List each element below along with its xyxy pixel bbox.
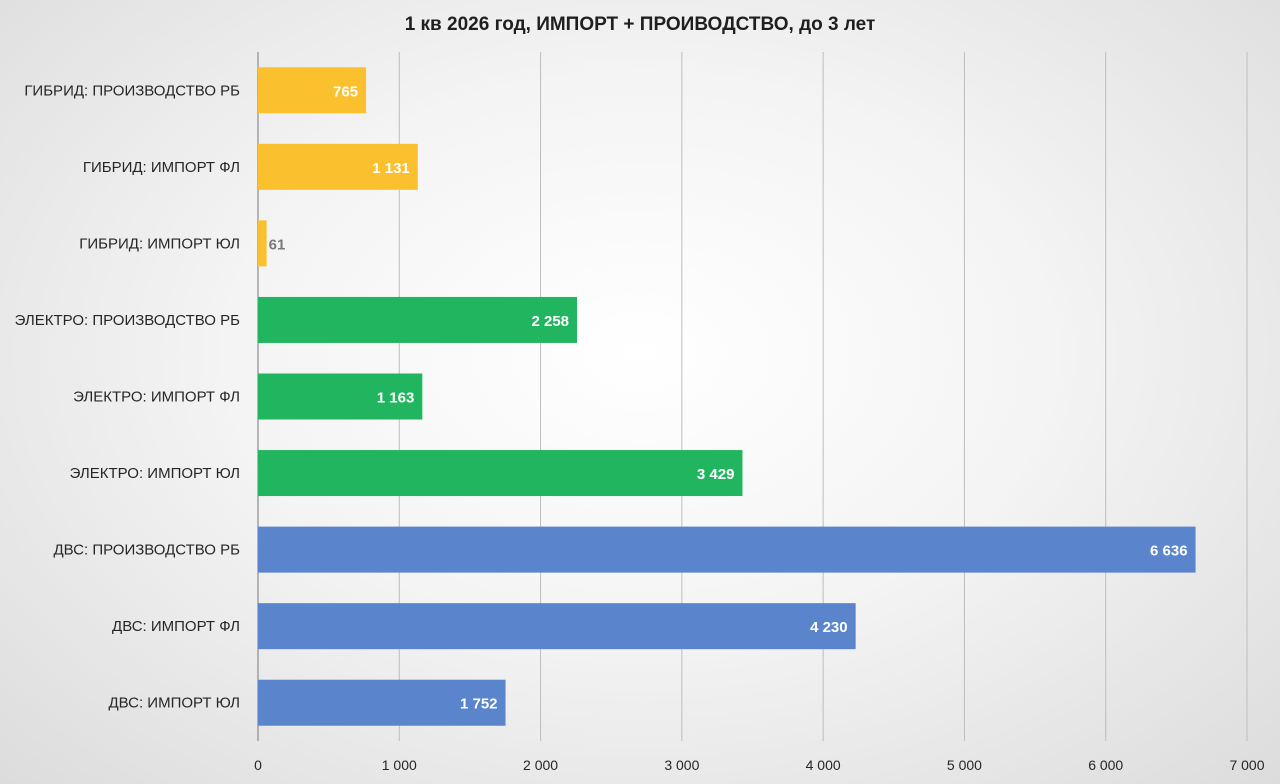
gridlines [257, 52, 1248, 741]
data-label: 61 [269, 236, 286, 253]
bars [258, 67, 1196, 726]
category-label: ЭЛЕКТРО: ИМПОРТ ФЛ [73, 389, 240, 406]
bar [258, 67, 367, 114]
bar [258, 526, 1196, 573]
bar [258, 143, 418, 190]
data-label: 1 163 [377, 390, 415, 407]
labels: 0 1 000 2 000 3 000 4 000 5 000 6 000 7 000 ГИБР… [15, 82, 1265, 773]
bar [258, 220, 267, 267]
category-label: ГИБРИД: ИМПОРТ ФЛ [83, 159, 240, 176]
bar [258, 296, 578, 343]
x-tick-label: 3 000 [664, 757, 699, 773]
data-label: 2 258 [531, 313, 569, 330]
x-tick-label: 6 000 [1088, 757, 1123, 773]
data-label: 3 429 [697, 466, 735, 483]
data-label: 1 131 [372, 160, 410, 177]
data-label: 6 636 [1150, 543, 1188, 560]
category-label: ДВС: ПРОИЗВОДСТВО РБ [54, 542, 241, 559]
bar [258, 450, 743, 497]
category-label: ГИБРИД: ПРОИЗВОДСТВО РБ [24, 82, 240, 99]
data-label: 4 230 [810, 619, 848, 636]
x-tick-label: 1 000 [382, 757, 417, 773]
x-tick-label: 4 000 [806, 757, 841, 773]
x-tick-label: 7 000 [1229, 757, 1264, 773]
category-label: ДВС: ИМПОРТ ЮЛ [108, 695, 240, 712]
category-label: ЭЛЕКТРО: ИМПОРТ ЮЛ [70, 465, 240, 482]
x-tick-label: 0 [254, 757, 262, 773]
data-label: 1 752 [460, 696, 498, 713]
bar [258, 603, 856, 650]
bar [258, 373, 423, 420]
data-label: 765 [333, 83, 358, 100]
chart-title: 1 кв 2026 год, ИМПОРТ + ПРОИВОДСТВО, до … [405, 14, 876, 35]
category-label: ДВС: ИМПОРТ ФЛ [112, 618, 240, 635]
x-tick-label: 2 000 [523, 757, 558, 773]
x-tick-label: 5 000 [947, 757, 982, 773]
bar [258, 679, 506, 726]
category-label: ЭЛЕКТРО: ПРОИЗВОДСТВО РБ [15, 312, 241, 329]
category-label: ГИБРИД: ИМПОРТ ЮЛ [79, 235, 240, 252]
